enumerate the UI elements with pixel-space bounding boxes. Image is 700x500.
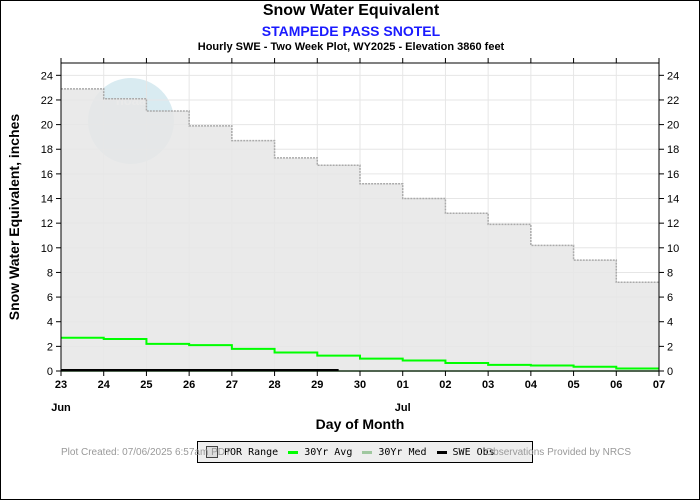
month-label: Jun xyxy=(51,402,71,414)
y-tick-label: 22 xyxy=(41,95,53,107)
x-tick-label: 24 xyxy=(98,379,111,391)
legend-label: POR Range xyxy=(224,446,279,458)
x-tick-label: 26 xyxy=(183,379,195,391)
y-tick-label-right: 20 xyxy=(667,120,679,132)
y-tick-label: 10 xyxy=(41,243,53,255)
x-tick-label: 07 xyxy=(653,379,665,391)
avg-swatch xyxy=(288,450,299,454)
y-tick-label-right: 14 xyxy=(667,194,679,206)
y-tick-label-right: 12 xyxy=(667,218,679,230)
med-swatch xyxy=(362,450,373,454)
observations-credit: Observations Provided by NRCS xyxy=(485,447,631,458)
chart-subtitle: Hourly SWE - Two Week Plot, WY2025 - Ele… xyxy=(197,41,505,53)
legend-avg: 30Yr Avg xyxy=(288,447,352,458)
por-range-area xyxy=(61,88,659,371)
plot: noaa002244668810101212141416161818202022… xyxy=(6,58,679,432)
chart-title: Snow Water Equivalent xyxy=(262,2,440,19)
y-tick-label: 18 xyxy=(41,144,53,156)
x-tick-label: 28 xyxy=(268,379,280,391)
legend-label: 30Yr Avg xyxy=(304,446,353,458)
y-tick-label: 8 xyxy=(47,267,53,279)
legend-por: POR Range xyxy=(206,446,278,458)
x-tick-label: 23 xyxy=(55,379,67,391)
legend-label: SWE Obs xyxy=(452,446,495,458)
y-tick-label: 24 xyxy=(41,70,53,82)
y-tick-label: 0 xyxy=(47,366,53,378)
station-name: STAMPEDE PASS SNOTEL xyxy=(261,23,441,39)
y-tick-label: 12 xyxy=(41,218,53,230)
y-tick-label: 16 xyxy=(41,169,53,181)
por-swatch xyxy=(206,446,218,458)
y-tick-label-right: 0 xyxy=(667,366,673,378)
x-tick-label: 04 xyxy=(525,379,538,391)
y-tick-label: 20 xyxy=(41,120,53,132)
x-tick-label: 25 xyxy=(140,379,152,391)
legend: POR Range 30Yr Avg 30Yr Med SWE Obs xyxy=(197,441,533,463)
por-range-line xyxy=(61,88,659,284)
y-tick-label-right: 2 xyxy=(667,341,673,353)
legend-med: 30Yr Med xyxy=(362,446,427,458)
y-tick-label-right: 22 xyxy=(667,95,679,107)
y-tick-label: 14 xyxy=(41,194,53,206)
y-tick-label-right: 18 xyxy=(667,144,679,156)
x-tick-label: 29 xyxy=(311,379,323,391)
y-tick-label: 2 xyxy=(47,341,53,353)
y-tick-label-right: 16 xyxy=(667,169,679,181)
y-tick-label: 6 xyxy=(47,292,53,304)
x-tick-label: 01 xyxy=(397,379,409,391)
y-axis-label: Snow Water Equivalent, inches xyxy=(6,114,22,321)
y-tick-label-right: 24 xyxy=(667,70,679,82)
x-tick-label: 30 xyxy=(354,379,366,391)
month-label: Jul xyxy=(395,402,411,414)
x-tick-label: 05 xyxy=(567,379,579,391)
plot-created: Plot Created: 07/06/2025 6:57am PDT xyxy=(61,447,232,458)
obs-swatch xyxy=(436,450,447,454)
y-tick-label-right: 6 xyxy=(667,292,673,304)
legend-obs: SWE Obs xyxy=(436,446,495,458)
x-axis-label: Day of Month xyxy=(316,416,405,432)
y-tick-label-right: 8 xyxy=(667,267,673,279)
x-tick-label: 27 xyxy=(226,379,238,391)
y-tick-label-right: 4 xyxy=(667,317,673,329)
x-tick-label: 06 xyxy=(610,379,622,391)
average-line xyxy=(61,336,659,370)
x-tick-label: 02 xyxy=(439,379,451,391)
x-tick-label: 03 xyxy=(482,379,494,391)
y-tick-label: 4 xyxy=(47,317,53,329)
legend-label: 30Yr Med xyxy=(378,446,427,458)
y-tick-label-right: 10 xyxy=(667,243,679,255)
